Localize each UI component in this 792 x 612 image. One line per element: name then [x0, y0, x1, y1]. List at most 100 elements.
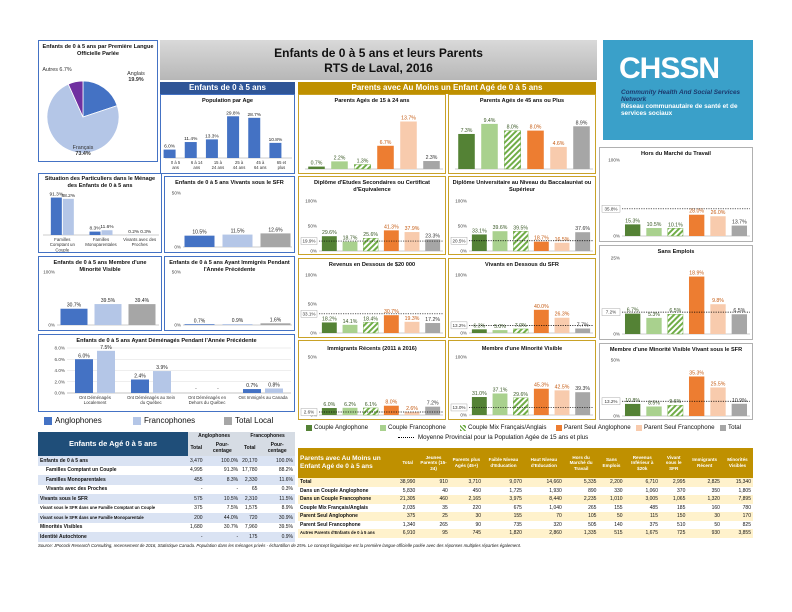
p1524-data-label: 6.7% [380, 140, 392, 146]
section-header-children: Enfants de 0 à 5 ans [160, 82, 295, 94]
semp-ytick: 25% [611, 256, 620, 261]
p1524-bar-2 [354, 164, 371, 170]
dipuni-data-label: 39.5% [513, 225, 528, 231]
age-data-label: 10.8% [269, 137, 283, 143]
dipuni-ytick: 100% [455, 199, 467, 204]
right-table-cell: 160 [687, 503, 722, 512]
left-table-sub-0: Total [188, 440, 205, 456]
pmin-bar-5 [575, 392, 591, 415]
left-table-cell: 10.5% [204, 494, 241, 504]
pimm-data-label: 7.2% [427, 401, 439, 407]
menage-data-label: 91.3% [50, 192, 64, 198]
right-table-cell: 115 [624, 512, 660, 521]
left-table-cell: 575 [188, 494, 205, 504]
pmin-data-label: 39.3% [575, 386, 590, 392]
age-bar [227, 116, 240, 158]
pminsfr-data-label: 10.9% [732, 398, 747, 404]
left-table-cell: 8.9% [259, 503, 295, 513]
dipuni-bar-3 [533, 241, 549, 251]
right-table-row-label: Autres Parents d'Enfants de 0 à 5 ans [298, 529, 398, 538]
pmin-ytick: 0% [460, 413, 467, 418]
left-table-cell: 455 [188, 475, 205, 485]
left-table-cell: 2,330 [240, 475, 260, 485]
immig-bar [260, 323, 291, 325]
immig-bar [184, 324, 215, 325]
legend-p-franco-swatch [636, 425, 642, 431]
immig-data-label: 1.6% [270, 317, 282, 323]
pimm-data-label: 2.6% [406, 406, 418, 412]
psfr-panel: Vivants en Dessous du SFR 0% 100% 6.3% 5.0% 7… [448, 258, 596, 338]
pimm-data-label: 6.1% [365, 402, 377, 408]
pimm-bar-2 [363, 407, 379, 416]
minor-ytick: 0% [48, 323, 55, 328]
dipuni-bar-2 [513, 231, 529, 252]
pie-title: Enfants de 0 à 5 ans par Première Langue… [42, 44, 154, 57]
right-table-cell: 780 [721, 503, 753, 512]
minor-chart: 0% 100% 30.7% 39.5% 39.4% [43, 270, 159, 328]
right-table-cell: 1,065 [660, 495, 688, 504]
pmin-ytick: 100% [455, 355, 467, 360]
rev20-provincial-label: 33.1% [302, 311, 315, 316]
left-legend: Anglophones Francophones Total Local [38, 414, 295, 428]
pmin-bar-1 [492, 393, 508, 415]
right-table-row-label: Couple Mix Français/Anglais [298, 503, 398, 512]
semp-bar-1 [646, 317, 662, 334]
pminsfr-chart: 0% 50% 10.8% 8.5% 9.6% 35.3% 25.5% 10.9% 13.2% [601, 358, 750, 419]
left-table-cell: - [204, 532, 241, 542]
right-table-header: Immigrants Récent [687, 448, 722, 478]
dipsec-ytick: 100% [305, 199, 317, 204]
right-table-cell: 1,930 [523, 486, 564, 495]
psfr-provincial-label: 13.2% [452, 323, 465, 328]
rev20-bar-3 [383, 315, 399, 333]
right-table-cell: 38,990 [398, 478, 418, 487]
right-table-row: Parent Seul Francophone 1,340 265 90 735 320 5… [298, 520, 753, 529]
p1524-chart: 0.7% 2.2% 1.3% 6.7% 13.7% 2.3% [305, 116, 443, 170]
semp-provincial-label: 7.2% [606, 310, 616, 315]
pminsfr-data-label: 25.5% [711, 381, 726, 387]
age-bar [269, 142, 282, 158]
minor-bar [94, 304, 122, 325]
dipsec-bar-1 [342, 241, 358, 251]
legend-c-mix-label: Couple Mix Français/Anglais [468, 424, 547, 431]
pmin-bar-3 [533, 388, 549, 415]
minor-data-label: 39.5% [101, 298, 116, 304]
pminsfr-panel: Membre d'une Minorité Visible Vivant sou… [599, 343, 753, 420]
p1524-data-label: 2.3% [426, 155, 438, 161]
demen-category-label: du Québec [140, 400, 162, 405]
left-table-row: Enfants de 0 à 5 ans 3,470 100.0% 20,170 100… [38, 456, 295, 466]
right-table-header: Revenus Inférieur à $20k [624, 448, 660, 478]
right-table-header: Vivant sous le SFR [660, 448, 688, 478]
minor-data-label: 39.4% [135, 298, 150, 304]
demen-data-label: 3.9% [156, 365, 168, 371]
dipuni-data-label: 18.7% [534, 236, 549, 242]
semp-provincial-box [601, 308, 621, 316]
dipsec-data-label: 41.3% [384, 224, 399, 230]
title-banner: Enfants de 0 à 5 ans et leurs Parents RT… [160, 40, 597, 80]
semp-panel: Sans Emplois 0% 25% 6.7% 5.3% 6.5% 18.9% 9.8% 6.… [599, 245, 753, 340]
semp-title: Sans Emplois [657, 249, 695, 255]
age-category-label: 15 à [214, 160, 223, 165]
p45-data-label: 8.9% [576, 120, 588, 126]
p45-bar-5 [573, 126, 590, 169]
pmin-bar-0 [471, 397, 487, 415]
right-table-header: Sans Emplois [598, 448, 625, 478]
right-table-header: Total [398, 448, 418, 478]
pimm-bar-1 [342, 407, 358, 415]
p45-title: Parents Agés de 45 ans ou Plus [479, 98, 565, 104]
right-table-cell: 6,710 [624, 478, 660, 487]
left-table-row: Vivant sous le SFR dans une Famille Mono… [38, 513, 295, 523]
left-table-row: Minorités Visibles 1,680 30.7% 7,960 39.5% [38, 522, 295, 532]
age-data-label: 29.8% [226, 110, 240, 116]
demen-title: Enfants de 0 à 5 ans Ayant Déménagés Pen… [76, 338, 257, 344]
dipuni-bar-1 [492, 231, 508, 251]
dipuni-title: Diplôme Universitaire au Niveau du Bacca… [452, 180, 592, 193]
legend-franco-swatch [133, 417, 141, 425]
left-table-cell: 3,470 [188, 456, 205, 466]
rev20-panel: Revenus en Dessous de $20 000 0% 50% 100% 18… [298, 258, 446, 338]
legend-anglo-swatch [44, 417, 52, 425]
dipsec-provincial-box [300, 237, 318, 245]
right-table-cell: 505 [563, 520, 599, 529]
pminsfr-bar-3 [688, 376, 705, 416]
left-table-cell: 100.0% [259, 456, 295, 466]
right-table-cell: 3,975 [483, 495, 524, 504]
